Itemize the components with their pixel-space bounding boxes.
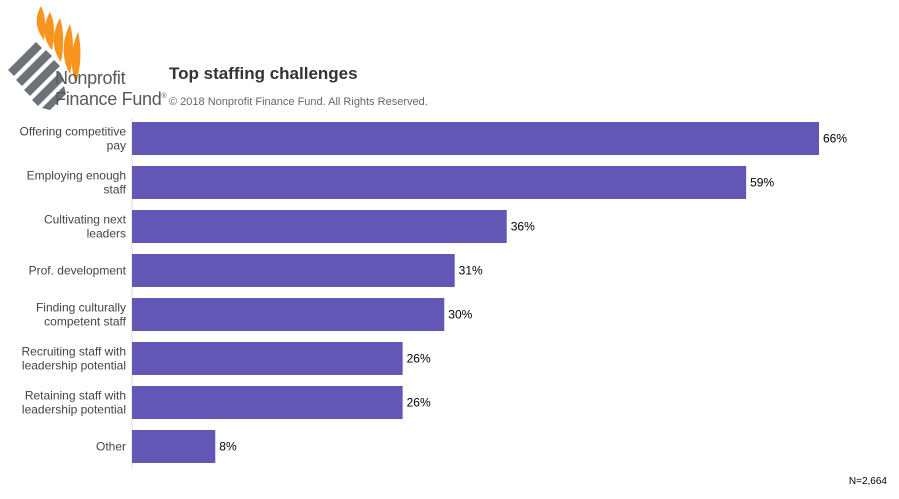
value-label-0: 66% <box>823 132 847 146</box>
value-label-2: 36% <box>511 220 535 234</box>
value-label-4: 30% <box>448 308 472 322</box>
copyright-notice: © 2018 Nonprofit Finance Fund. All Right… <box>169 96 428 108</box>
bar-6 <box>132 386 403 419</box>
logo-wordmark-line2: Finance Fund® <box>55 89 167 110</box>
bar-5 <box>132 342 403 375</box>
logo-wordmark-line1: Nonprofit <box>55 68 126 88</box>
value-label-5: 26% <box>407 352 431 366</box>
bar-0 <box>132 122 819 155</box>
sample-size-note: N=2,664 <box>848 476 887 487</box>
bar-2 <box>132 210 507 243</box>
value-label-1: 59% <box>750 176 774 190</box>
logo-wordmark-line2-text: Finance Fund <box>55 89 162 109</box>
leaf-logo-icon <box>8 6 81 110</box>
value-label-7: 8% <box>219 440 237 454</box>
category-label-7: Other <box>96 440 126 454</box>
value-label-6: 26% <box>407 396 431 410</box>
category-label-2: Cultivating next leaders <box>44 213 127 241</box>
bar-3 <box>132 254 455 287</box>
chart-title: Top staffing challenges <box>169 64 358 83</box>
bar-7 <box>132 430 216 463</box>
category-label-0: Offering competitive pay <box>20 125 127 153</box>
bar-1 <box>132 166 747 199</box>
category-label-3: Prof. development <box>29 264 127 278</box>
category-label-1: Employing enough staff <box>27 169 127 197</box>
bar-4 <box>132 298 445 331</box>
category-label-5: Recruiting staff with leadership potentia… <box>22 345 127 373</box>
category-label-6: Retaining staff with leadership potential <box>22 389 126 417</box>
category-label-4: Finding culturally competent staff <box>36 301 127 329</box>
value-label-3: 31% <box>459 264 483 278</box>
registered-mark: ® <box>161 93 167 100</box>
